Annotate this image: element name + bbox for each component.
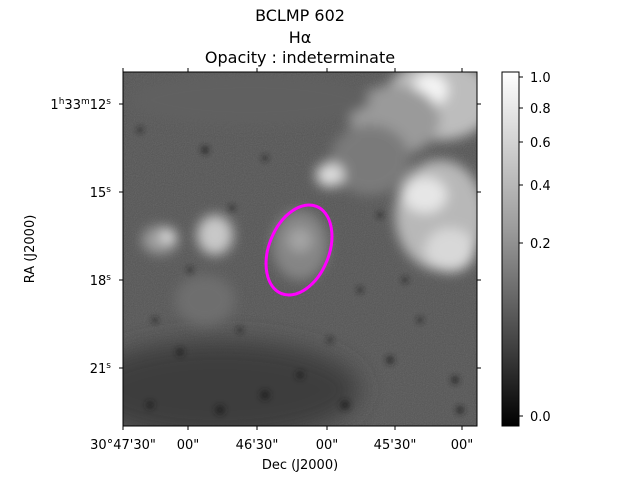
colorbar-tick-label: 0.8 xyxy=(530,102,551,117)
x-axis-ticks xyxy=(122,68,463,430)
y-axis-ticks xyxy=(119,103,481,369)
aperture-ellipse xyxy=(264,203,334,297)
x-tick-label: 00" xyxy=(316,438,339,453)
x-axis-label: Dec (J2000) xyxy=(262,458,338,473)
colorbar xyxy=(501,71,520,427)
x-tick-label: 30°47'30" xyxy=(90,438,156,453)
y-tick-label: 15s xyxy=(90,185,112,201)
y-tick-label: 21s xyxy=(90,361,112,377)
figure-title-line-2: Hα xyxy=(288,28,312,47)
colorbar-tick-label: 0.6 xyxy=(530,136,551,151)
x-tick-label: 46'30" xyxy=(236,438,279,453)
colorbar-tick-label: 1.0 xyxy=(530,71,551,86)
y-tick-label: 1h33m12s xyxy=(50,97,111,113)
colorbar-ticks xyxy=(519,76,523,417)
colorbar-tick-label: 0.4 xyxy=(530,179,551,194)
x-tick-label: 45'30" xyxy=(374,438,417,453)
figure-title-line-1: BCLMP 602 xyxy=(255,6,345,25)
colorbar-tick-label: 0.0 xyxy=(530,410,551,425)
halpha-image xyxy=(123,72,477,426)
image-frame xyxy=(122,71,478,427)
x-tick-label: 00" xyxy=(451,438,474,453)
x-tick-label: 00" xyxy=(177,438,200,453)
colorbar-tick-label: 0.2 xyxy=(530,237,551,252)
figure-title-line-3: Opacity : indeterminate xyxy=(204,48,396,67)
y-tick-label: 18s xyxy=(90,273,112,289)
y-axis-label: RA (J2000) xyxy=(23,215,38,284)
